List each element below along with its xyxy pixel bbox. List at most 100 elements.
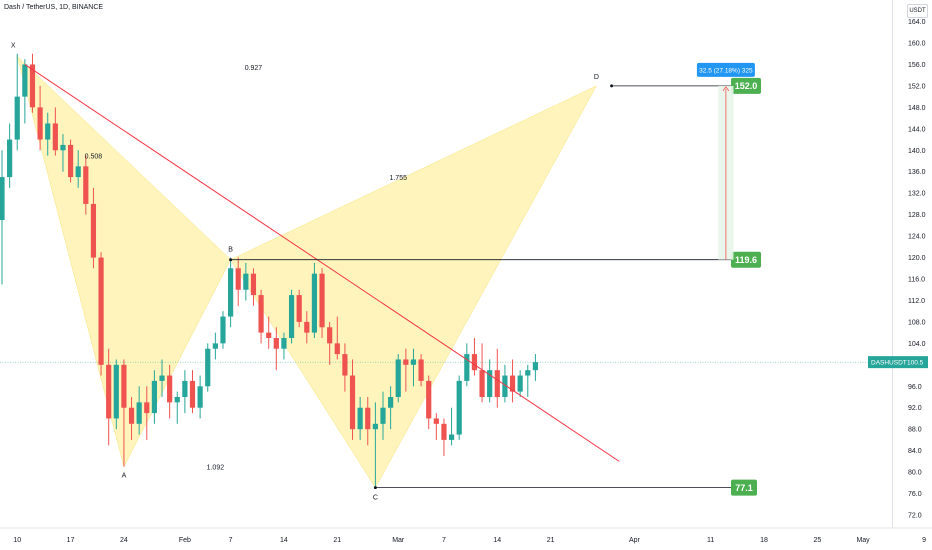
candle-body bbox=[212, 343, 218, 349]
candle bbox=[304, 311, 310, 344]
candle-body bbox=[174, 397, 180, 403]
candle-body bbox=[167, 375, 173, 403]
measure-arrow-head bbox=[722, 86, 730, 92]
candle-body bbox=[197, 386, 203, 408]
candle bbox=[487, 359, 493, 403]
current-price-badge bbox=[868, 356, 928, 369]
candle bbox=[380, 391, 386, 440]
candle-body bbox=[433, 418, 439, 424]
candle bbox=[525, 364, 531, 397]
level-anchor[interactable] bbox=[373, 486, 377, 490]
level-badge-label: 152.0 bbox=[735, 81, 758, 91]
candle bbox=[532, 354, 538, 381]
candle-body bbox=[388, 397, 394, 408]
y-tick-label: 108.0 bbox=[908, 319, 926, 326]
candle bbox=[167, 364, 173, 419]
candle bbox=[182, 370, 188, 414]
candle-body bbox=[509, 375, 516, 392]
level-anchor[interactable] bbox=[229, 258, 233, 262]
candle bbox=[205, 343, 211, 392]
candle-body bbox=[75, 166, 81, 178]
pattern-point-label: X bbox=[11, 42, 16, 49]
x-tick-label: 7 bbox=[442, 537, 446, 544]
symbol-interval: 1D bbox=[59, 4, 69, 11]
candle bbox=[509, 359, 516, 403]
candle bbox=[144, 386, 150, 440]
level-badge[interactable] bbox=[731, 479, 757, 496]
candle bbox=[128, 397, 135, 440]
candle bbox=[7, 123, 13, 188]
level-badge[interactable] bbox=[731, 77, 761, 94]
candle-body bbox=[205, 348, 211, 387]
candle bbox=[174, 391, 180, 424]
pattern-point-label: D bbox=[594, 74, 599, 81]
candle bbox=[243, 262, 249, 301]
x-tick-label: 17 bbox=[67, 537, 75, 544]
pattern-ratio-label: 1.092 bbox=[207, 464, 225, 471]
symbol-separator: , bbox=[55, 4, 60, 11]
candle bbox=[235, 257, 241, 306]
candle bbox=[342, 343, 348, 392]
x-tick-label: 21 bbox=[547, 537, 555, 544]
candle bbox=[121, 359, 127, 467]
candle bbox=[14, 53, 20, 151]
level-anchor[interactable] bbox=[610, 84, 614, 88]
candle-body bbox=[502, 375, 508, 397]
pattern-bcd-triangle[interactable] bbox=[230, 85, 597, 489]
candle bbox=[258, 289, 264, 344]
candle-body bbox=[159, 375, 165, 381]
drawing-overlays[interactable]: 152.0 119.6 77.1 32.5 (27.18%) 325 X A B C D 0.50… bbox=[11, 42, 761, 502]
y-tick-label: 124.0 bbox=[908, 234, 926, 241]
candle-body bbox=[113, 364, 119, 419]
candle bbox=[212, 332, 218, 360]
candle-body bbox=[304, 321, 310, 333]
candle bbox=[136, 386, 142, 435]
candle bbox=[189, 370, 196, 414]
candle-body bbox=[250, 273, 257, 296]
candle bbox=[266, 316, 272, 349]
candle-body bbox=[67, 144, 74, 178]
candle bbox=[273, 327, 279, 371]
y-tick-label: 156.0 bbox=[908, 62, 926, 69]
candle-body bbox=[471, 354, 478, 371]
x-tick-label: 11 bbox=[707, 537, 714, 544]
candle-body bbox=[365, 407, 371, 430]
trend-line[interactable] bbox=[24, 64, 620, 462]
symbol-info[interactable]: Dash / TetherUS, 1D, BINANCE bbox=[4, 4, 103, 11]
candle bbox=[410, 348, 417, 387]
candle bbox=[433, 413, 439, 440]
x-tick-label: May bbox=[856, 537, 870, 544]
pattern-ratio-label: 0.927 bbox=[245, 65, 263, 72]
y-tick-label: 152.0 bbox=[908, 83, 926, 90]
candle-body bbox=[22, 64, 28, 97]
y-tick-label: 120.0 bbox=[908, 255, 926, 262]
candle-body bbox=[243, 273, 249, 290]
candle bbox=[151, 370, 157, 424]
level-badge[interactable] bbox=[731, 251, 761, 268]
currency-button[interactable]: USDT bbox=[907, 4, 928, 18]
y-tick-label: 136.0 bbox=[908, 169, 926, 176]
y-tick-label: 96.0 bbox=[908, 384, 922, 391]
candle bbox=[45, 112, 51, 156]
candle-body bbox=[532, 362, 538, 371]
candle-body bbox=[426, 380, 432, 419]
currency-label: USDT bbox=[909, 8, 926, 14]
candle bbox=[357, 397, 363, 440]
candle bbox=[479, 343, 485, 403]
candle-body bbox=[83, 166, 89, 204]
candle bbox=[0, 150, 5, 285]
harmonic-pattern[interactable] bbox=[16, 55, 597, 489]
candle bbox=[502, 364, 508, 403]
pattern-point-label: C bbox=[373, 495, 378, 502]
x-tick-label: Feb bbox=[179, 537, 191, 544]
x-tick-label: 18 bbox=[760, 537, 768, 544]
candle-body bbox=[258, 295, 264, 333]
level-badge-label: 77.1 bbox=[735, 483, 753, 493]
candle bbox=[281, 332, 287, 360]
y-tick-label: 148.0 bbox=[908, 105, 926, 112]
y-tick-label: 140.0 bbox=[908, 148, 926, 155]
pattern-ratio-label: 1.755 bbox=[389, 175, 407, 182]
y-tick-label: 92.0 bbox=[908, 405, 922, 412]
